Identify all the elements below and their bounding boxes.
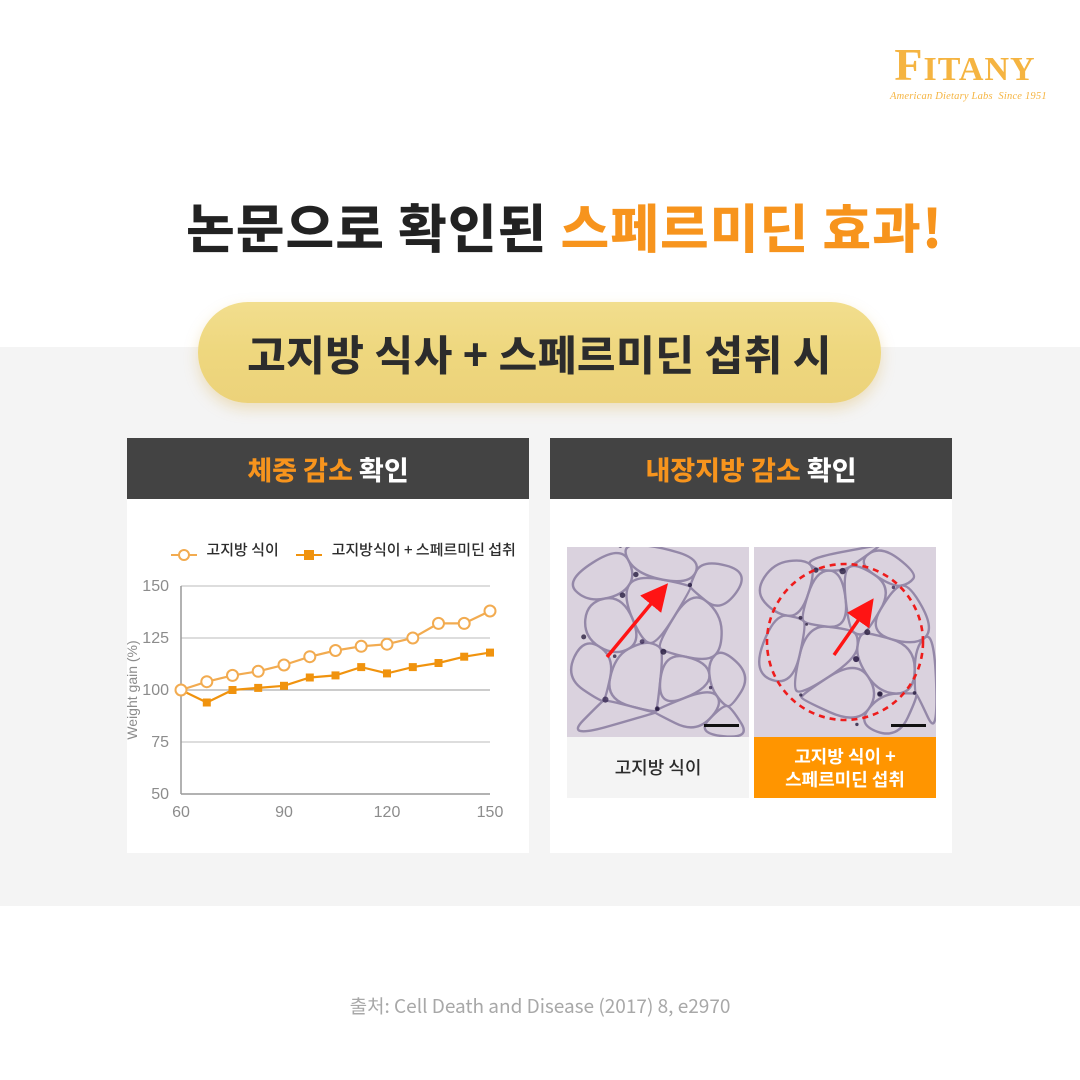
svg-text:Weight gain (%): Weight gain (%) xyxy=(127,640,140,739)
svg-text:100: 100 xyxy=(142,682,169,699)
svg-text:120: 120 xyxy=(374,804,401,821)
svg-text:90: 90 xyxy=(275,804,293,821)
svg-text:125: 125 xyxy=(142,630,169,647)
svg-text:150: 150 xyxy=(477,804,504,821)
svg-text:75: 75 xyxy=(151,734,169,751)
svg-text:150: 150 xyxy=(142,578,169,595)
svg-text:50: 50 xyxy=(151,786,169,803)
svg-text:60: 60 xyxy=(172,804,190,821)
